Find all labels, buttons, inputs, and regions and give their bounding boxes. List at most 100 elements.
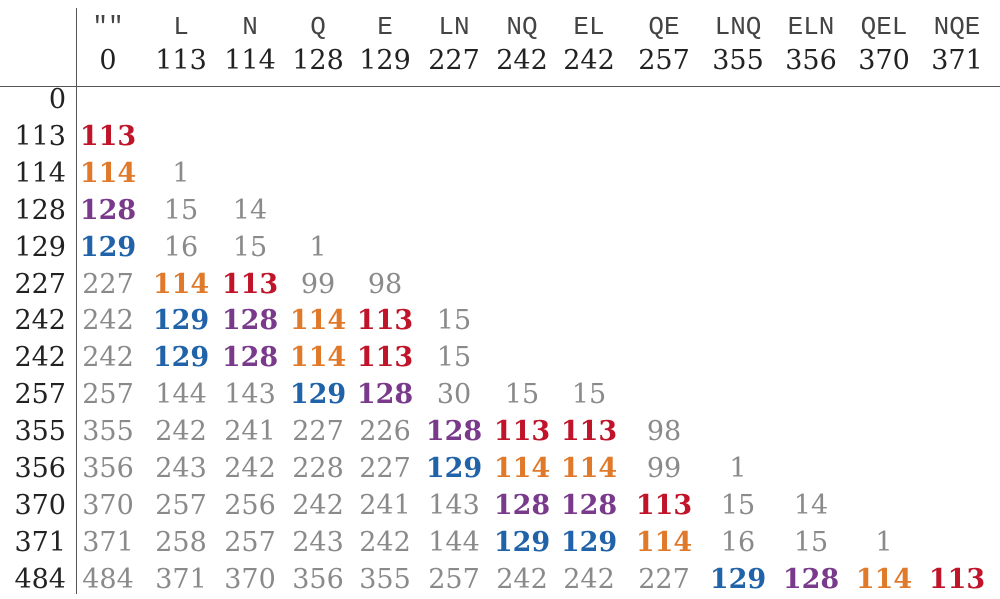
matrix-cell-amino-acid-mass: 113 (493, 416, 551, 448)
matrix-cell: 355 (82, 416, 134, 448)
matrix-cell-amino-acid-mass: 114 (79, 157, 137, 189)
matrix-cell: 257 (428, 563, 480, 595)
matrix-cell: 1 (875, 526, 893, 558)
matrix-cell: 15 (436, 305, 472, 337)
column-peptide-label: LN (438, 12, 470, 42)
column-mass-label: 0 (99, 45, 117, 76)
column-peptide-label: Q (310, 12, 326, 42)
matrix-cell: 1 (309, 231, 327, 263)
matrix-cell: 99 (646, 453, 682, 484)
matrix-cell: 257 (155, 489, 207, 521)
matrix-cell: 242 (155, 416, 207, 448)
matrix-cell-amino-acid-mass: 113 (560, 416, 618, 448)
matrix-cell: 15 (793, 526, 829, 558)
row-mass-label: 371 (14, 526, 66, 558)
matrix-cell: 99 (300, 268, 336, 300)
column-peptide-label: N (242, 12, 258, 42)
row-mass-label: 484 (14, 563, 66, 595)
matrix-cell-amino-acid-mass: 113 (79, 120, 137, 152)
matrix-cell: 258 (155, 526, 207, 558)
matrix-cell: 98 (367, 268, 403, 300)
row-mass-label: 0 (48, 84, 66, 115)
matrix-cell: 226 (359, 416, 411, 448)
row-header-divider (76, 8, 77, 594)
matrix-cell: 356 (292, 563, 344, 595)
matrix-cell: 242 (563, 563, 615, 595)
matrix-cell-amino-acid-mass: 114 (289, 342, 347, 374)
matrix-cell: 355 (359, 563, 411, 595)
matrix-cell: 242 (82, 305, 134, 337)
matrix-cell: 144 (428, 526, 480, 558)
column-mass-label: 227 (428, 45, 480, 76)
matrix-cell-amino-acid-mass: 113 (635, 489, 693, 521)
matrix-cell: 14 (793, 489, 829, 521)
column-peptide-label: "" (92, 12, 124, 42)
matrix-cell-amino-acid-mass: 114 (152, 268, 210, 300)
matrix-cell: 143 (428, 489, 480, 521)
column-mass-label: 129 (359, 45, 411, 76)
matrix-cell: 143 (224, 379, 276, 411)
row-mass-label: 114 (14, 157, 66, 189)
column-mass-label: 242 (563, 45, 615, 76)
row-mass-label: 257 (14, 379, 66, 411)
column-peptide-label: QEL (860, 12, 908, 42)
column-mass-label: 257 (638, 45, 690, 76)
matrix-cell-amino-acid-mass: 129 (709, 563, 767, 595)
column-peptide-label: ELN (787, 12, 835, 42)
matrix-cell: 15 (504, 379, 540, 411)
matrix-cell-amino-acid-mass: 128 (356, 379, 414, 411)
column-peptide-label: LNQ (714, 12, 762, 42)
matrix-cell: 228 (292, 453, 344, 484)
matrix-cell: 256 (224, 489, 276, 521)
matrix-cell-amino-acid-mass: 128 (221, 342, 279, 374)
matrix-cell-amino-acid-mass: 129 (560, 526, 618, 558)
matrix-cell-amino-acid-mass: 113 (928, 563, 986, 595)
row-mass-label: 355 (14, 416, 66, 448)
header-divider (0, 86, 1000, 87)
column-peptide-label: QE (648, 12, 680, 42)
column-peptide-label: NQ (506, 12, 538, 42)
matrix-cell-amino-acid-mass: 128 (425, 416, 483, 448)
matrix-cell: 15 (163, 194, 199, 226)
column-mass-label: 128 (292, 45, 344, 76)
column-mass-label: 370 (858, 45, 910, 76)
matrix-cell-amino-acid-mass: 114 (560, 453, 618, 484)
matrix-cell-amino-acid-mass: 113 (356, 342, 414, 374)
matrix-cell-amino-acid-mass: 129 (289, 379, 347, 411)
column-mass-label: 356 (785, 45, 837, 76)
matrix-cell: 16 (163, 231, 199, 263)
matrix-cell: 242 (359, 526, 411, 558)
matrix-cell-amino-acid-mass: 128 (560, 489, 618, 521)
matrix-cell: 242 (82, 342, 134, 374)
column-peptide-label: NQE (933, 12, 981, 42)
matrix-cell: 227 (638, 563, 690, 595)
matrix-cell: 227 (359, 453, 411, 484)
matrix-cell: 227 (292, 416, 344, 448)
matrix-cell-amino-acid-mass: 113 (221, 268, 279, 300)
matrix-cell-amino-acid-mass: 129 (152, 305, 210, 337)
row-mass-label: 242 (14, 342, 66, 374)
matrix-cell: 30 (436, 379, 472, 411)
matrix-cell: 242 (224, 453, 276, 484)
matrix-cell-amino-acid-mass: 128 (221, 305, 279, 337)
matrix-cell-amino-acid-mass: 114 (493, 453, 551, 484)
column-mass-label: 114 (224, 45, 276, 76)
matrix-cell: 227 (82, 268, 134, 300)
matrix-cell-amino-acid-mass: 114 (855, 563, 913, 595)
matrix-cell: 14 (232, 194, 268, 226)
column-mass-label: 113 (155, 45, 207, 76)
matrix-cell: 15 (232, 231, 268, 263)
matrix-cell: 15 (436, 342, 472, 374)
matrix-cell-amino-acid-mass: 128 (493, 489, 551, 521)
column-mass-label: 242 (496, 45, 548, 76)
matrix-cell: 242 (292, 489, 344, 521)
matrix-cell-amino-acid-mass: 129 (79, 231, 137, 263)
matrix-cell-amino-acid-mass: 129 (425, 453, 483, 484)
matrix-cell-amino-acid-mass: 114 (289, 305, 347, 337)
column-peptide-label: E (377, 12, 393, 42)
matrix-cell: 371 (82, 526, 134, 558)
matrix-cell: 356 (82, 453, 134, 484)
matrix-cell: 242 (496, 563, 548, 595)
matrix-cell: 241 (359, 489, 411, 521)
